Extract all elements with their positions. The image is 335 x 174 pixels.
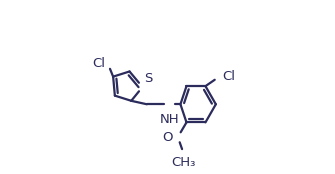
Text: Cl: Cl xyxy=(222,70,235,83)
Text: CH₃: CH₃ xyxy=(172,156,196,169)
Text: S: S xyxy=(144,72,153,85)
Text: Cl: Cl xyxy=(92,57,106,70)
Text: O: O xyxy=(162,130,173,144)
Text: NH: NH xyxy=(159,113,179,126)
